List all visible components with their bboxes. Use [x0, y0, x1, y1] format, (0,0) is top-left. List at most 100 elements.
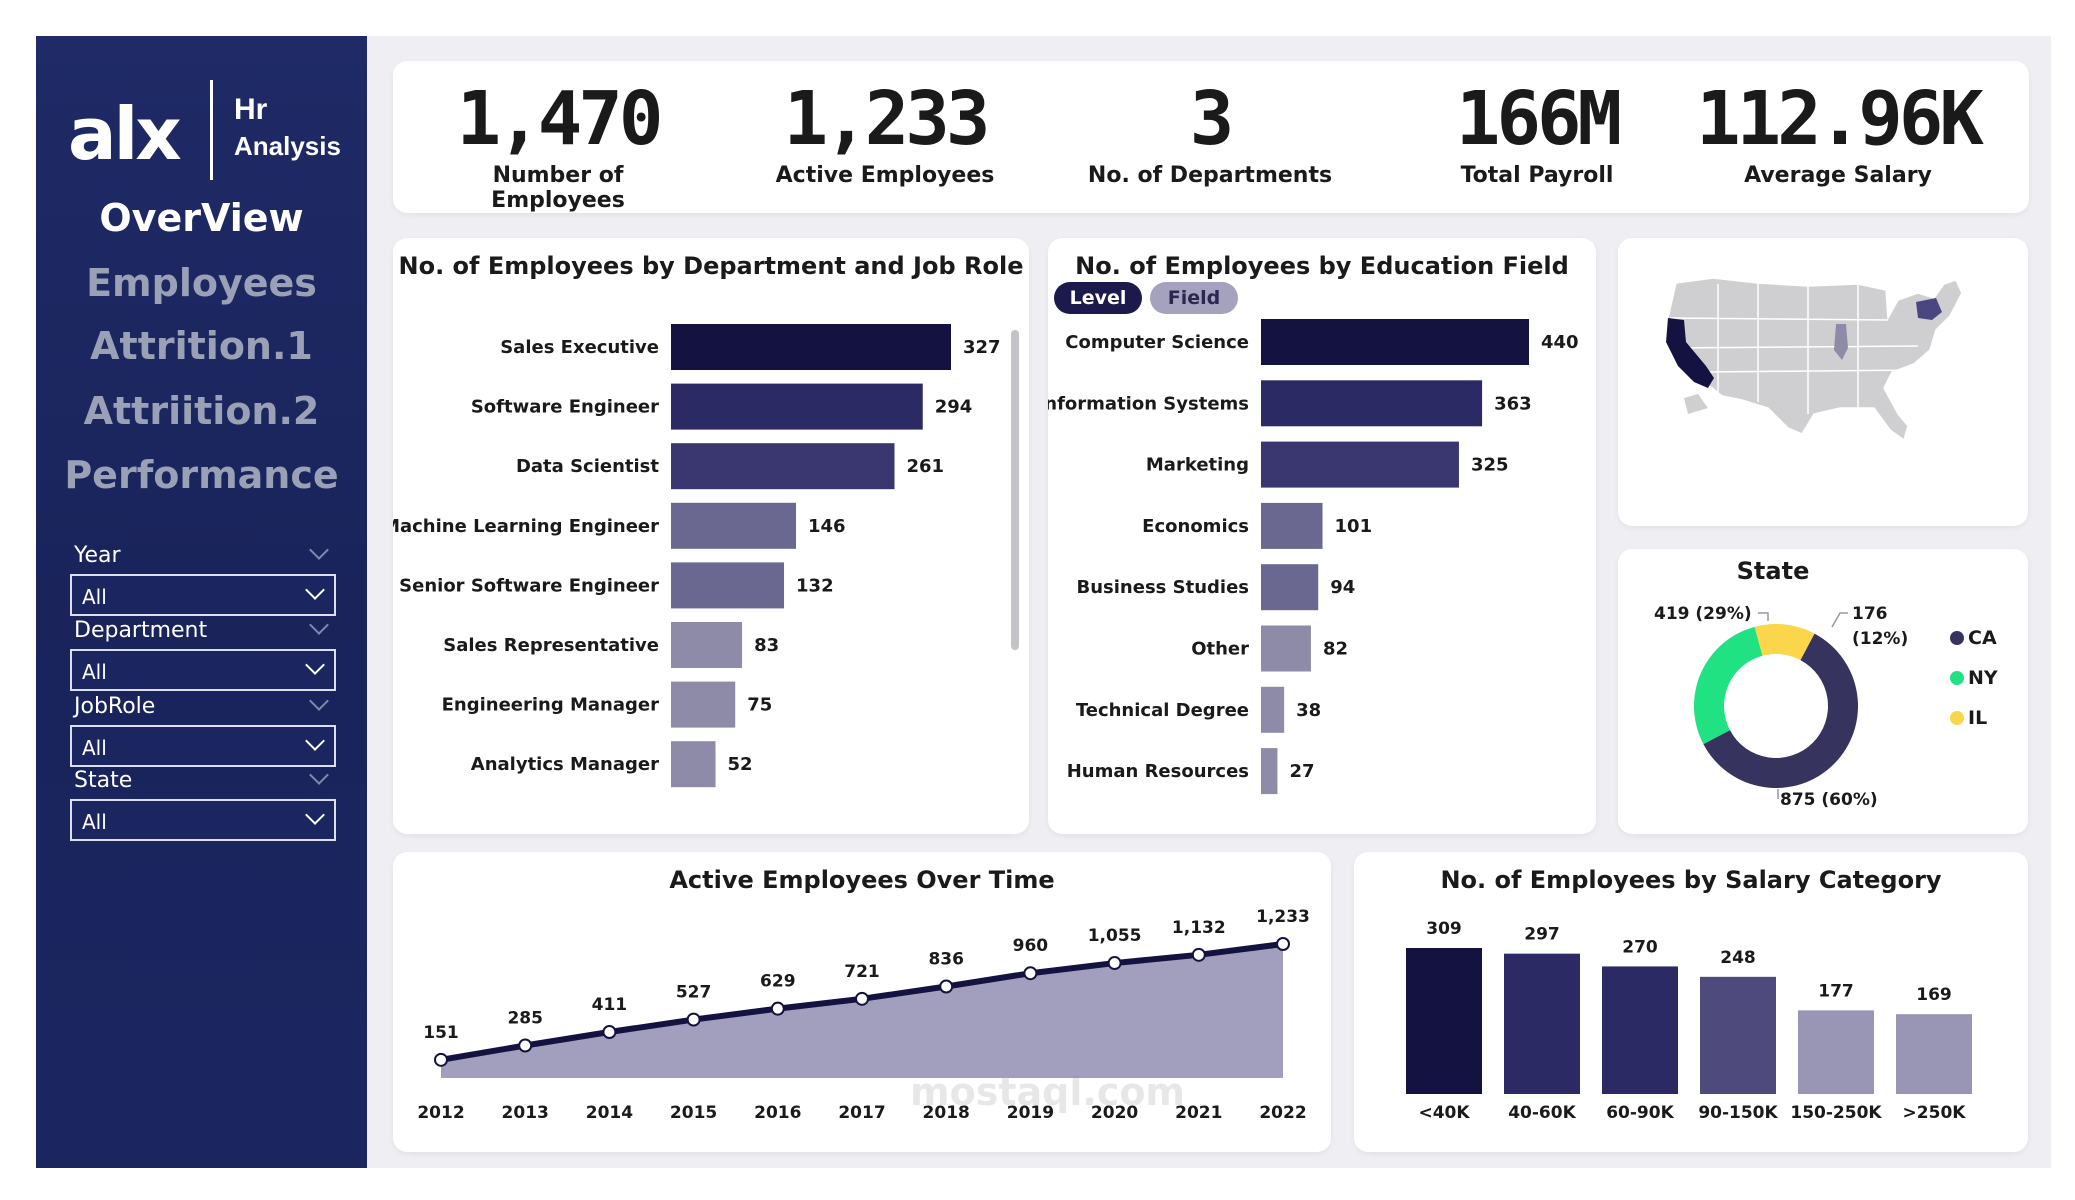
state-filter-dropdown[interactable]: All — [70, 799, 336, 841]
leader-line — [1758, 612, 1769, 621]
department-filter-value: All — [82, 660, 107, 684]
data-label: 151 — [423, 1023, 459, 1043]
kpi-value: 1,470 — [456, 76, 664, 162]
legend-ca: CA — [1950, 627, 1997, 649]
nav-performance[interactable]: Performance — [64, 453, 339, 497]
data-label: 101 — [1335, 516, 1373, 537]
department-filter-dropdown[interactable]: All — [70, 649, 336, 691]
data-label: 83 — [754, 635, 779, 656]
category-label: Machine Learning Engineer — [393, 516, 659, 537]
bar — [671, 324, 951, 370]
category-label: Software Engineer — [471, 397, 659, 418]
x-tick-label: 2013 — [502, 1103, 549, 1123]
data-label: 132 — [796, 575, 834, 596]
map-state-ca[interactable] — [1666, 318, 1714, 388]
state-donut-chart: 875 (60%) 419 (29%) 176 (12%) — [1654, 604, 1908, 810]
data-label: 248 — [1720, 948, 1756, 968]
chevron-down-icon[interactable] — [309, 615, 329, 635]
x-tick-label: 2020 — [1091, 1103, 1138, 1123]
x-tick-label: 2015 — [670, 1103, 717, 1123]
bar — [1261, 686, 1285, 733]
field-toggle-button[interactable]: Field — [1150, 282, 1238, 314]
sidebar: alx Hr Analysis OverView Employees Attri… — [36, 36, 367, 1168]
data-label: 960 — [1013, 936, 1049, 956]
x-tick-label: >250K — [1903, 1103, 1967, 1123]
chevron-down-icon — [305, 655, 325, 675]
bar — [1261, 502, 1323, 549]
bar — [1261, 748, 1278, 795]
category-label: Sales Executive — [500, 337, 659, 358]
chart-title: State — [1736, 557, 1810, 585]
nav-overview[interactable]: OverView — [99, 196, 304, 240]
data-label: 363 — [1494, 393, 1532, 414]
data-label: 169 — [1916, 985, 1952, 1005]
legend-il: IL — [1950, 707, 1987, 729]
year-filter-label: Year — [74, 543, 121, 568]
data-point — [770, 1001, 785, 1016]
x-tick-label: 60-90K — [1606, 1103, 1674, 1123]
data-label: 297 — [1524, 925, 1560, 945]
data-label: 146 — [808, 516, 846, 537]
donut-slice — [1703, 633, 1858, 788]
bar — [1261, 441, 1459, 488]
data-point — [434, 1052, 448, 1067]
slice-label: 176 — [1852, 604, 1888, 624]
data-label: 411 — [592, 995, 628, 1015]
slice-label: 875 (60%) — [1780, 790, 1878, 810]
bar — [1504, 953, 1580, 1094]
level-toggle-button[interactable]: Level — [1054, 282, 1142, 314]
chart-title: No. of Employees by Education Field — [1075, 252, 1569, 280]
jobrole-filter-dropdown[interactable]: All — [70, 725, 336, 767]
leader-line — [1831, 612, 1848, 628]
kpi-card: 1,470 Number of Employees 1,233 Active E… — [393, 61, 2029, 213]
data-point — [1276, 937, 1290, 951]
data-label: 94 — [1330, 577, 1355, 598]
map-state-ny[interactable] — [1916, 298, 1942, 320]
data-label: 629 — [760, 972, 796, 992]
education-bar-chart: Computer Science 440 Information Systems 36… — [1048, 319, 1579, 795]
data-point — [939, 979, 954, 994]
chevron-down-icon — [305, 580, 325, 600]
bar — [1261, 319, 1529, 365]
category-label: Senior Software Engineer — [399, 575, 659, 596]
legend-label: NY — [1968, 667, 1998, 689]
scrollbar-thumb[interactable] — [1011, 330, 1019, 650]
app-title: Hr Analysis — [234, 92, 341, 164]
jobrole-filter-label: JobRole — [74, 694, 156, 719]
chevron-down-icon — [305, 731, 325, 751]
bar — [1798, 1010, 1874, 1094]
year-filter-dropdown[interactable]: All — [70, 574, 336, 616]
bar — [671, 383, 923, 430]
bar — [671, 443, 895, 490]
chevron-down-icon[interactable] — [309, 691, 329, 711]
data-label: 270 — [1622, 937, 1658, 957]
nav-attrition-2[interactable]: Attriition.2 — [83, 389, 320, 433]
data-label: 527 — [676, 983, 712, 1003]
data-point — [1107, 956, 1122, 971]
bar — [671, 562, 785, 609]
kpi-label: Total Payroll — [1460, 163, 1614, 188]
x-tick-label: 2018 — [923, 1103, 970, 1123]
data-label: 38 — [1296, 700, 1321, 721]
bar — [671, 622, 743, 668]
chevron-down-icon[interactable] — [309, 765, 329, 785]
app-title-sub: Analysis — [234, 131, 341, 161]
nav-attrition-1[interactable]: Attrition.1 — [90, 324, 313, 368]
nav-employees[interactable]: Employees — [86, 261, 317, 305]
category-label: Economics — [1142, 516, 1249, 537]
bar — [1261, 380, 1483, 427]
bar — [1261, 625, 1311, 672]
chevron-down-icon[interactable] — [309, 540, 329, 560]
category-label: Data Scientist — [516, 456, 659, 477]
map-state-borders — [1667, 283, 1919, 414]
category-label: Engineering Manager — [442, 695, 660, 716]
year-filter-value: All — [82, 585, 107, 609]
legend-label: IL — [1968, 707, 1988, 729]
jobrole-bar-chart: Sales Executive 327 Software Engineer 294 Da… — [393, 324, 1001, 788]
map-state-il[interactable] — [1834, 324, 1848, 360]
data-point — [602, 1025, 617, 1039]
x-tick-label: 2022 — [1259, 1103, 1306, 1123]
x-tick-label: 40-60K — [1508, 1103, 1576, 1123]
data-point — [1023, 966, 1038, 981]
data-label: 285 — [507, 1008, 543, 1028]
